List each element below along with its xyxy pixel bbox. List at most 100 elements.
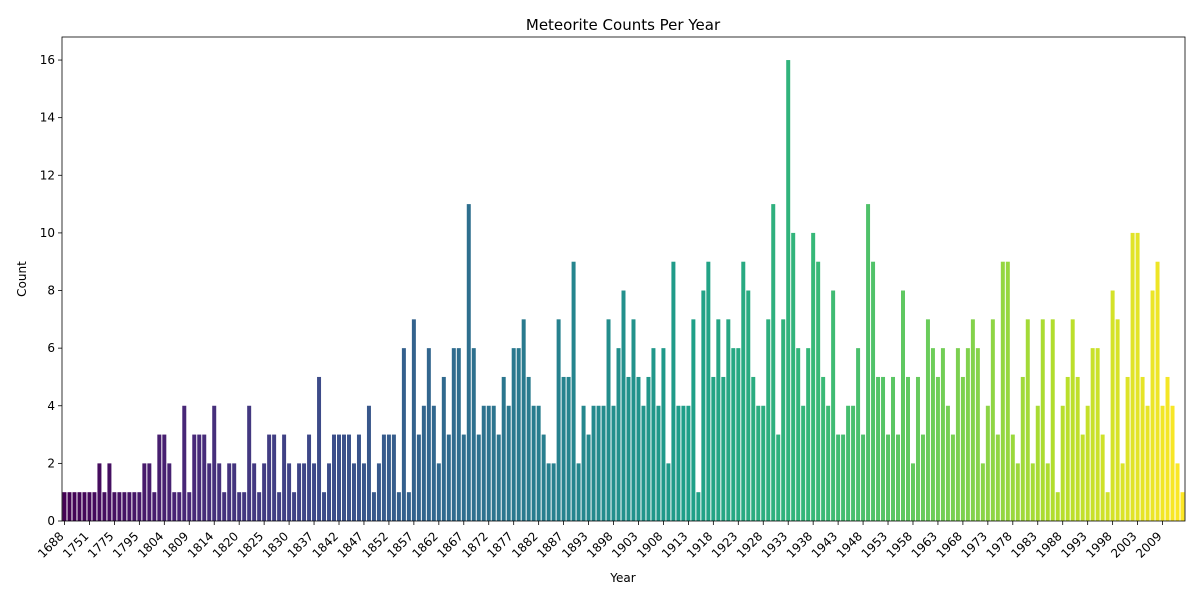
bar xyxy=(631,319,636,521)
bar xyxy=(1165,376,1170,521)
x-tick-label: 1830 xyxy=(260,529,291,560)
bar xyxy=(406,492,411,521)
bar xyxy=(561,376,566,521)
bar xyxy=(277,492,282,521)
bar xyxy=(1040,319,1045,521)
bar xyxy=(1075,376,1080,521)
bar xyxy=(1105,492,1110,521)
x-tick-label: 1882 xyxy=(509,529,540,560)
bar xyxy=(836,434,841,521)
x-tick-label: 1814 xyxy=(185,529,216,560)
bar xyxy=(282,434,287,521)
x-tick-label: 1943 xyxy=(809,529,840,560)
x-tick-label: 1953 xyxy=(859,529,890,560)
x-tick-label: 1903 xyxy=(609,529,640,560)
bar xyxy=(1175,463,1180,521)
y-tick-label: 16 xyxy=(40,53,55,67)
bar xyxy=(1055,492,1060,521)
bar xyxy=(162,434,167,521)
bar xyxy=(521,319,526,521)
bar xyxy=(741,261,746,521)
bar xyxy=(421,405,426,521)
bar xyxy=(401,348,406,521)
bar xyxy=(970,319,975,521)
x-tick-label: 1993 xyxy=(1058,529,1089,560)
bar xyxy=(596,405,601,521)
x-tick-label: 1938 xyxy=(784,529,815,560)
bar xyxy=(965,348,970,521)
x-tick-label: 1688 xyxy=(35,529,66,560)
x-tick-label: 1857 xyxy=(384,529,415,560)
bar xyxy=(950,434,955,521)
bar xyxy=(646,376,651,521)
bar xyxy=(925,319,930,521)
bar xyxy=(716,319,721,521)
bar xyxy=(252,463,257,521)
bar xyxy=(701,290,706,521)
bar xyxy=(881,376,886,521)
bar xyxy=(1170,405,1175,521)
bar xyxy=(626,376,631,521)
bar xyxy=(77,492,82,521)
bar xyxy=(1110,290,1115,521)
y-tick-label: 8 xyxy=(47,284,55,298)
bar xyxy=(446,434,451,521)
bar xyxy=(461,434,466,521)
bar xyxy=(456,348,461,521)
bar xyxy=(177,492,182,521)
bar xyxy=(621,290,626,521)
bar xyxy=(242,492,247,521)
bar xyxy=(227,463,232,521)
bar xyxy=(506,405,511,521)
bar xyxy=(711,376,716,521)
bar xyxy=(152,492,157,521)
bar xyxy=(72,492,77,521)
bar xyxy=(361,463,366,521)
bar xyxy=(416,434,421,521)
bar xyxy=(62,492,67,521)
bar xyxy=(656,405,661,521)
bar xyxy=(292,492,297,521)
x-tick-label: 1928 xyxy=(734,529,765,560)
bar xyxy=(706,261,711,521)
bar xyxy=(1145,405,1150,521)
x-tick-label: 1809 xyxy=(160,529,191,560)
bar xyxy=(1000,261,1005,521)
bar xyxy=(906,376,910,521)
x-tick-label: 2009 xyxy=(1133,529,1164,560)
bar xyxy=(975,348,980,521)
bar xyxy=(526,376,531,521)
bar xyxy=(297,463,302,521)
bar xyxy=(342,434,346,521)
bar xyxy=(990,319,995,521)
bar xyxy=(267,434,272,521)
bar xyxy=(920,434,925,521)
bar xyxy=(1005,261,1010,521)
bar xyxy=(1090,348,1095,521)
bar xyxy=(576,463,581,521)
bar xyxy=(826,405,831,521)
bar xyxy=(661,348,666,521)
bar xyxy=(351,463,356,521)
bar xyxy=(337,434,341,521)
bar xyxy=(222,492,227,521)
bar xyxy=(1115,319,1120,521)
bar xyxy=(147,463,152,521)
bar xyxy=(811,232,816,521)
bar xyxy=(930,348,935,521)
bar xyxy=(616,348,621,521)
bar xyxy=(1025,319,1030,521)
bar xyxy=(1035,405,1040,521)
bar xyxy=(1160,405,1165,521)
x-tick-label: 1887 xyxy=(534,529,565,560)
bar xyxy=(356,434,361,521)
x-tick-label: 1963 xyxy=(909,529,940,560)
bar xyxy=(771,204,776,521)
x-tick-label: 1968 xyxy=(934,529,965,560)
bar xyxy=(696,492,701,521)
bar xyxy=(801,405,806,521)
bar xyxy=(436,463,441,521)
bar xyxy=(317,376,322,521)
bar xyxy=(307,434,312,521)
